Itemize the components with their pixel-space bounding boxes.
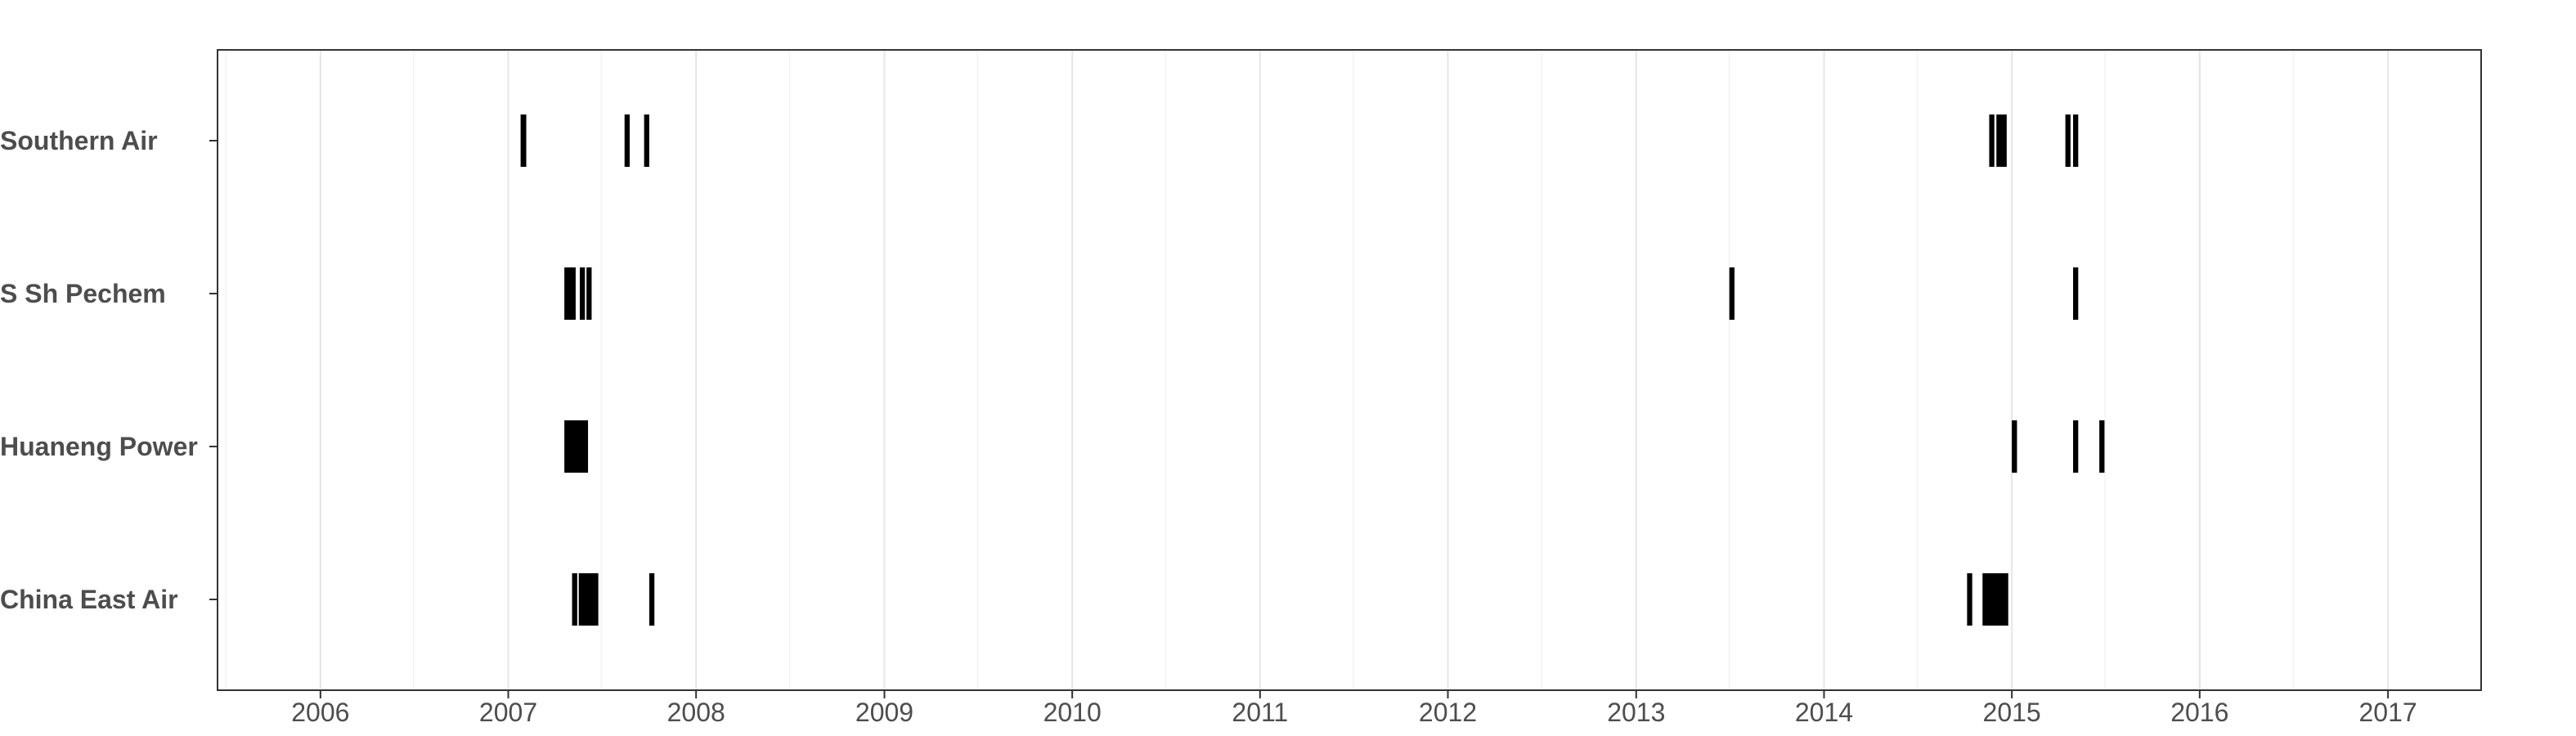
x-tick-label: 2013: [1607, 698, 1665, 727]
x-axis-ticks: 2006 2007 2008 2009 2010 2011 2012 2013 2014 2015…: [291, 690, 2417, 727]
event-mark: [579, 267, 586, 320]
event-mark: [648, 573, 655, 626]
event-mark: [2073, 114, 2079, 167]
x-tick-label: 2016: [2170, 698, 2228, 727]
plot-panel-border: [217, 49, 2482, 691]
event-mark: [1989, 114, 1995, 167]
event-mark: [572, 573, 577, 626]
y-tick-label: Huaneng Power: [0, 432, 198, 461]
y-axis-ticks: Southern Air S Sh Pechem Huaneng Power Chin…: [0, 126, 218, 614]
event-mark: [564, 420, 589, 473]
x-tick-label: 2015: [1983, 698, 2041, 727]
y-tick-label: S Sh Pechem: [0, 279, 166, 308]
event-mark: [564, 267, 576, 320]
grid-lines: [225, 50, 2390, 690]
event-mark: [1982, 573, 2008, 626]
event-mark: [644, 114, 649, 167]
x-tick-label: 2011: [1232, 698, 1288, 727]
row-3-events: [572, 573, 2008, 626]
event-mark: [2073, 420, 2079, 473]
event-mark: [624, 114, 631, 167]
row-0-events: [520, 114, 2079, 167]
event-mark: [586, 267, 592, 320]
event-mark: [520, 114, 527, 167]
x-tick-label: 2007: [479, 698, 537, 727]
row-1-events: [564, 267, 2079, 320]
x-tick-label: 2014: [1795, 698, 1853, 727]
x-tick-label: 2012: [1419, 698, 1477, 727]
x-tick-label: 2009: [855, 698, 913, 727]
event-mark: [2073, 267, 2079, 320]
x-tick-label: 2017: [2359, 698, 2417, 727]
event-mark: [1996, 114, 2007, 167]
event-mark: [1967, 573, 1972, 626]
event-mark: [2065, 114, 2071, 167]
event-mark: [1729, 267, 1735, 320]
y-tick-label: Southern Air: [0, 126, 158, 155]
x-tick-label: 2006: [291, 698, 349, 727]
plot-panel-background: [218, 50, 2481, 690]
row-2-events: [564, 420, 2105, 473]
event-mark: [578, 573, 599, 626]
x-tick-label: 2008: [667, 698, 725, 727]
event-mark: [2012, 420, 2017, 473]
y-tick-label: China East Air: [0, 585, 178, 614]
event-marks: [520, 114, 2105, 626]
x-tick-label: 2010: [1043, 698, 1102, 727]
event-mark: [2099, 420, 2105, 473]
